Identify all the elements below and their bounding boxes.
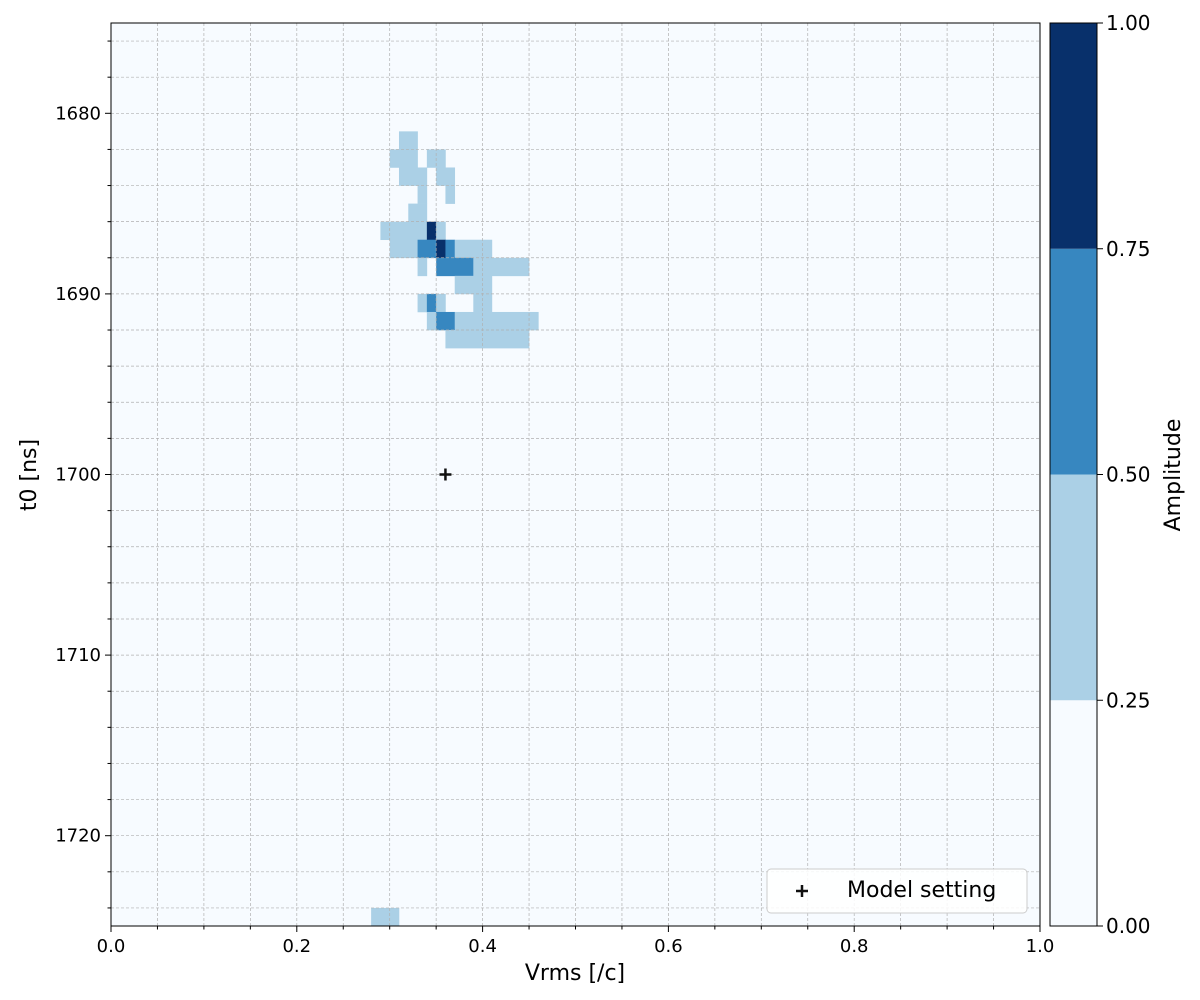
colorbar [1049, 22, 1098, 927]
heatmap-cell [454, 311, 539, 331]
legend-label: Model setting [847, 878, 996, 903]
heatmap-cell [436, 257, 474, 277]
y-axis-label: t0 [ns] [17, 439, 42, 511]
colorbar-ticks: 0.00 0.25 0.50 0.75 1.00 [1097, 11, 1151, 938]
heatmap-cell [436, 221, 446, 241]
x-axis-label: Vrms [/c] [525, 961, 625, 986]
y-tick-label: 1680 [55, 103, 101, 124]
heatmap-cell [426, 221, 437, 241]
heatmap-cell [408, 203, 428, 222]
x-tick-label: 1.0 [1026, 936, 1055, 957]
x-axis-ticks: 0.0 0.2 0.4 0.6 0.8 1.0 [97, 926, 1055, 957]
heatmap-cells [371, 131, 539, 927]
legend-cross-icon [796, 885, 808, 897]
heatmap-cell [417, 293, 428, 313]
legend: Model setting [766, 868, 1028, 914]
colorbar-label: Amplitude [1161, 419, 1186, 532]
colorbar-bin [1050, 474, 1097, 701]
colorbar-tick-label: 1.00 [1106, 11, 1151, 35]
heatmap-cell [389, 149, 418, 168]
heatmap-cell [445, 330, 530, 349]
heatmap-cell [398, 167, 428, 186]
heatmap-cell [417, 257, 428, 277]
heatmap-cell [426, 311, 437, 331]
x-tick-label: 0.4 [468, 936, 497, 957]
x-tick-label: 0.0 [97, 936, 126, 957]
x-tick-label: 0.2 [282, 936, 311, 957]
colorbar-bin [1050, 700, 1097, 926]
heatmap-cell [417, 185, 428, 204]
heatmap-cell [371, 907, 400, 927]
heatmap-cell [445, 185, 456, 204]
heatmap-cell [473, 257, 530, 277]
heatmap-cell [389, 239, 418, 259]
model-setting-marker [439, 468, 452, 481]
x-tick-label: 0.8 [840, 936, 869, 957]
heatmap-cell [426, 293, 437, 313]
heatmap-cell [380, 221, 428, 241]
heatmap-cell [454, 239, 493, 259]
x-tick-label: 0.6 [654, 936, 683, 957]
y-tick-label: 1720 [55, 826, 101, 847]
colorbar-tick-label: 0.50 [1106, 463, 1151, 487]
colorbar-tick-label: 0.00 [1106, 914, 1151, 938]
heatmap-cell [436, 167, 456, 186]
colorbar-bin [1050, 23, 1097, 249]
heatmap-cell [454, 275, 493, 295]
y-axis-ticks: 1680 1690 1700 1710 1720 [55, 40, 111, 909]
grid-lines [111, 23, 1040, 926]
colorbar-bin [1050, 248, 1097, 475]
legend-box [766, 868, 1028, 914]
heatmap-cell [436, 293, 446, 313]
heatmap-cell [436, 239, 446, 259]
colorbar-tick-label: 0.25 [1106, 688, 1151, 712]
heatmap-cell [445, 239, 456, 259]
heatmap-cell [436, 311, 456, 331]
heatmap-cell [417, 239, 437, 259]
colorbar-tick-label: 0.75 [1106, 237, 1151, 261]
y-tick-label: 1710 [55, 645, 101, 666]
y-tick-label: 1700 [55, 465, 101, 486]
y-tick-label: 1690 [55, 284, 101, 305]
heatmap-cell [398, 131, 418, 150]
